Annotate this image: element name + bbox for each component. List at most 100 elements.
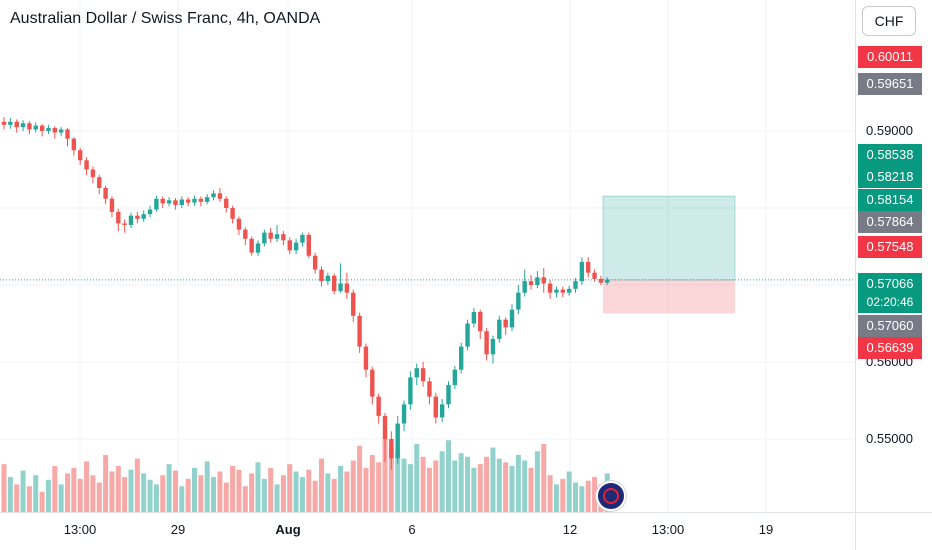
candle-body bbox=[255, 243, 261, 253]
volume-bar bbox=[45, 479, 51, 512]
candle-body bbox=[516, 292, 521, 310]
volume-bar bbox=[115, 466, 121, 512]
volume-bar bbox=[573, 482, 578, 512]
price-tag: 0.57548 bbox=[858, 236, 922, 258]
volume-bar bbox=[287, 464, 293, 512]
candle-body bbox=[109, 198, 115, 212]
volume-bar bbox=[179, 486, 185, 512]
candle-body bbox=[166, 200, 172, 204]
candle-body bbox=[185, 199, 191, 203]
volume-bar bbox=[401, 458, 407, 512]
candle-body bbox=[560, 289, 565, 293]
time-tick-label: Aug bbox=[275, 522, 301, 537]
volume-bar bbox=[236, 469, 242, 512]
volume-bar bbox=[7, 477, 13, 512]
grid bbox=[0, 0, 855, 512]
volume-bar bbox=[312, 480, 318, 512]
candle-body bbox=[598, 278, 604, 283]
candle-body bbox=[243, 229, 248, 239]
volume-bar bbox=[407, 464, 413, 512]
currency-button[interactable]: CHF bbox=[862, 6, 916, 36]
volume-bar bbox=[122, 477, 128, 512]
loss-zone bbox=[603, 279, 735, 314]
price-tag: 0.60011 bbox=[858, 46, 922, 68]
volume-bar bbox=[350, 460, 356, 512]
volume-bar bbox=[249, 473, 255, 512]
volume-bar bbox=[172, 470, 178, 512]
candle-body bbox=[363, 346, 369, 370]
volume-bar bbox=[58, 484, 64, 512]
volume-bar bbox=[230, 466, 236, 512]
volume-bar bbox=[192, 467, 197, 512]
volume-bar bbox=[541, 443, 547, 512]
volume-bar bbox=[134, 458, 140, 512]
candle-body bbox=[408, 377, 413, 405]
volume-bar bbox=[376, 462, 382, 512]
volume-bar bbox=[446, 440, 451, 512]
candle-body bbox=[179, 199, 184, 205]
volume-bar bbox=[338, 466, 344, 512]
candle-body bbox=[249, 238, 254, 253]
long-position-box[interactable] bbox=[602, 195, 736, 314]
price-tag: 0.58154 bbox=[858, 189, 922, 211]
volume-bars bbox=[1, 438, 610, 512]
candle-body bbox=[274, 234, 280, 239]
candle-body bbox=[33, 125, 38, 130]
price-tag: 0.57060 bbox=[858, 315, 922, 337]
volume-bar bbox=[109, 471, 115, 512]
volume-bar bbox=[553, 484, 559, 512]
volume-bar bbox=[344, 471, 350, 512]
candle-body bbox=[490, 338, 496, 355]
candle-body bbox=[503, 319, 508, 328]
volume-bar bbox=[560, 478, 566, 512]
volume-bar bbox=[141, 473, 147, 512]
volume-bar bbox=[477, 464, 483, 512]
candle-body bbox=[592, 272, 597, 279]
candle-body bbox=[414, 368, 419, 378]
candle-body bbox=[605, 279, 610, 283]
volume-bar bbox=[515, 454, 521, 512]
candle-body bbox=[535, 277, 540, 285]
volume-bar bbox=[84, 461, 90, 512]
volume-bar bbox=[299, 477, 305, 512]
candle-body bbox=[401, 404, 407, 424]
volume-bar bbox=[280, 475, 286, 512]
candle-body bbox=[192, 198, 197, 203]
volume-bar bbox=[39, 491, 45, 512]
candlesticks bbox=[1, 117, 610, 470]
candle-body bbox=[357, 315, 362, 347]
candle-body bbox=[427, 381, 432, 397]
volume-bar bbox=[14, 484, 20, 512]
australia-flag-icon[interactable] bbox=[596, 481, 626, 511]
volume-bar bbox=[414, 443, 420, 512]
time-tick-label: 13:00 bbox=[63, 522, 97, 537]
candle-body bbox=[484, 331, 489, 355]
volume-bar bbox=[471, 467, 477, 512]
candle-body bbox=[293, 242, 299, 251]
candle-body bbox=[116, 211, 121, 224]
volume-bar bbox=[331, 478, 337, 512]
price-tag: 0.57864 bbox=[858, 211, 922, 233]
candle-body bbox=[459, 346, 464, 370]
candle-body bbox=[370, 369, 375, 397]
volume-bar bbox=[528, 467, 534, 512]
volume-bar bbox=[388, 447, 394, 512]
time-tick-label: 19 bbox=[758, 522, 774, 537]
candle-body bbox=[497, 319, 502, 339]
candle-body bbox=[478, 311, 483, 332]
volume-bar bbox=[166, 464, 172, 512]
volume-bar bbox=[566, 471, 572, 512]
candle-body bbox=[566, 288, 572, 293]
price-tick-label: 0.55000 bbox=[866, 431, 913, 446]
volume-bar bbox=[268, 467, 274, 512]
candle-body bbox=[217, 193, 223, 199]
volume-bar bbox=[153, 484, 159, 512]
candle-body bbox=[344, 283, 350, 293]
candle-body bbox=[211, 193, 216, 198]
volume-bar bbox=[103, 454, 109, 512]
candle-body bbox=[522, 281, 527, 293]
volume-bar bbox=[90, 475, 96, 512]
candle-body bbox=[547, 283, 553, 293]
candle-body bbox=[338, 283, 343, 292]
